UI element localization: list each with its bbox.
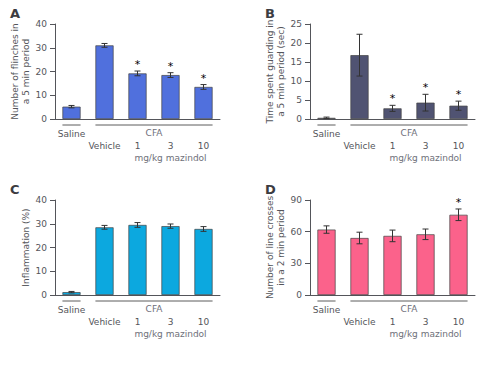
svg-text:C: C [10,182,20,197]
svg-text:Saline: Saline [313,305,341,315]
svg-text:30: 30 [36,219,48,229]
svg-text:*: * [168,60,174,73]
svg-text:Vehicle: Vehicle [343,317,376,327]
svg-text:a 5 min period: a 5 min period [21,39,31,104]
svg-text:*: * [456,88,462,101]
svg-text:3: 3 [168,317,174,327]
svg-text:a 5 min period (sec): a 5 min period (sec) [276,26,286,117]
svg-text:in a 2 min period: in a 2 min period [276,209,286,286]
svg-text:3: 3 [423,141,429,151]
svg-text:Time spent guarding in: Time spent guarding in [265,19,275,124]
svg-text:A: A [10,6,20,21]
svg-text:Saline: Saline [58,305,86,315]
svg-text:Number of line crosses: Number of line crosses [265,196,275,300]
svg-text:3: 3 [423,317,429,327]
svg-text:D: D [265,182,276,197]
svg-text:mg/kg mazindol: mg/kg mazindol [389,329,461,339]
svg-text:5: 5 [296,95,302,105]
svg-text:30: 30 [36,43,48,53]
svg-text:0: 0 [41,114,47,124]
svg-text:*: * [390,92,396,105]
svg-text:90: 90 [291,195,303,205]
svg-text:40: 40 [36,195,48,205]
svg-text:60: 60 [291,227,303,237]
svg-text:0: 0 [296,290,302,300]
svg-text:CFA: CFA [401,128,419,138]
svg-text:Vehicle: Vehicle [88,141,121,151]
svg-text:10: 10 [453,317,465,327]
svg-text:3: 3 [168,141,174,151]
svg-text:30: 30 [291,258,303,268]
svg-text:Saline: Saline [58,129,86,139]
svg-text:10: 10 [453,141,465,151]
svg-text:Vehicle: Vehicle [88,317,121,327]
svg-text:Number of flinches in: Number of flinches in [10,23,20,119]
svg-text:20: 20 [36,243,48,253]
svg-text:Inflammation (%): Inflammation (%) [21,208,31,286]
svg-text:CFA: CFA [146,128,164,138]
svg-text:*: * [201,72,207,85]
svg-text:CFA: CFA [401,304,419,314]
svg-text:*: * [135,58,141,71]
svg-text:20: 20 [291,38,303,48]
svg-text:10: 10 [291,76,303,86]
svg-text:10: 10 [198,317,210,327]
svg-text:25: 25 [291,19,302,29]
svg-text:mg/kg mazindol: mg/kg mazindol [389,153,461,163]
svg-text:mg/kg mazindol: mg/kg mazindol [134,329,206,339]
svg-text:15: 15 [291,57,302,67]
svg-text:0: 0 [41,290,47,300]
svg-text:Vehicle: Vehicle [343,141,376,151]
svg-text:Saline: Saline [313,129,341,139]
svg-text:20: 20 [36,67,48,77]
svg-text:1: 1 [390,141,396,151]
svg-text:mg/kg mazindol: mg/kg mazindol [134,153,206,163]
svg-text:0: 0 [296,114,302,124]
svg-text:*: * [456,196,462,209]
svg-text:10: 10 [36,90,48,100]
svg-text:*: * [423,81,429,94]
svg-text:1: 1 [135,141,141,151]
svg-text:10: 10 [36,266,48,276]
svg-text:B: B [265,6,275,21]
svg-text:1: 1 [390,317,396,327]
svg-text:10: 10 [198,141,210,151]
svg-text:1: 1 [135,317,141,327]
svg-text:CFA: CFA [146,304,164,314]
svg-text:40: 40 [36,19,48,29]
